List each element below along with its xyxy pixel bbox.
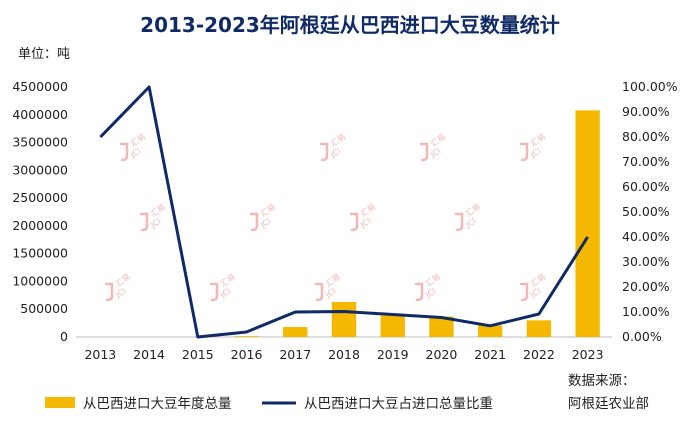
line-series	[99, 85, 589, 339]
svg-text:汇易: 汇易	[529, 272, 547, 289]
source-value: 阿根廷农业部	[568, 396, 649, 412]
unit-label: 单位：吨	[18, 47, 70, 62]
y-right-tick-label: 40.00%	[622, 229, 670, 244]
y-right-tick-label: 70.00%	[622, 154, 670, 169]
y-right-tick-label: 80.00%	[622, 129, 670, 144]
svg-text:JCI: JCI	[113, 286, 127, 300]
y-left-tick-label: 1500000	[12, 246, 68, 261]
y-left-tick-label: 3000000	[12, 162, 68, 177]
y-left-tick-label: 4000000	[12, 107, 68, 122]
y-right-tick-label: 90.00%	[622, 104, 670, 119]
x-tick-label: 2017	[279, 347, 311, 362]
y-right-tick-label: 60.00%	[622, 179, 670, 194]
legend-bar-swatch	[45, 397, 75, 408]
bar-series	[234, 110, 600, 337]
svg-text:汇易: 汇易	[464, 202, 482, 219]
y-left-tick-label: 0	[60, 329, 68, 344]
y-right-axis: 0.00% 10.00% 20.00% 30.00% 40.00% 50.00% 60.00…	[622, 79, 678, 344]
y-left-tick-label: 2000000	[12, 218, 68, 233]
svg-text:JCI: JCI	[128, 146, 142, 160]
x-tick-label: 2020	[426, 347, 458, 362]
x-tick-label: 2022	[523, 347, 555, 362]
x-axis: 2013 2014 2015 2016 2017 2018 2019 2020 2021 2022…	[84, 347, 603, 362]
y-right-tick-label: 0.00%	[622, 329, 662, 344]
legend-bar-label: 从巴西进口大豆年度总量	[83, 396, 232, 412]
chart-title: 2013-2023年阿根廷从巴西进口大豆数量统计	[140, 13, 560, 37]
svg-text:汇易: 汇易	[324, 272, 342, 289]
x-tick-label: 2018	[328, 347, 360, 362]
svg-text:JCI: JCI	[528, 146, 542, 160]
y-left-tick-label: 1000000	[12, 273, 68, 288]
y-right-tick-label: 20.00%	[622, 279, 670, 294]
y-left-tick-label: 2500000	[12, 190, 68, 205]
x-tick-label: 2016	[231, 347, 263, 362]
y-left-axis: 0 500000 1000000 1500000 2000000 2500000 30000…	[12, 79, 68, 344]
bar	[478, 325, 503, 337]
bar	[283, 327, 308, 337]
svg-text:JCI: JCI	[328, 146, 342, 160]
x-tick-label: 2013	[84, 347, 116, 362]
svg-text:汇易: 汇易	[359, 202, 377, 219]
svg-text:汇易: 汇易	[329, 132, 347, 149]
svg-text:汇易: 汇易	[259, 202, 277, 219]
svg-text:JCI: JCI	[528, 286, 542, 300]
legend-line-label: 从巴西进口大豆占进口总量比重	[304, 396, 493, 412]
svg-text:JCI: JCI	[218, 286, 232, 300]
y-left-tick-label: 3500000	[12, 135, 68, 150]
bar	[234, 336, 259, 337]
bar	[331, 302, 357, 337]
svg-text:汇易: 汇易	[529, 132, 547, 149]
svg-text:JCI: JCI	[148, 216, 162, 230]
x-tick-label: 2023	[572, 347, 604, 362]
series-line	[99, 85, 589, 339]
svg-text:汇易: 汇易	[219, 272, 237, 289]
svg-text:JCI: JCI	[463, 216, 477, 230]
svg-text:汇易: 汇易	[429, 132, 447, 149]
svg-text:汇易: 汇易	[424, 272, 442, 289]
svg-text:汇易: 汇易	[129, 132, 147, 149]
y-left-tick-label: 500000	[20, 301, 68, 316]
x-tick-label: 2015	[182, 347, 214, 362]
svg-text:JCI: JCI	[323, 286, 337, 300]
y-right-tick-label: 30.00%	[622, 254, 670, 269]
x-tick-label: 2019	[377, 347, 409, 362]
source-label: 数据来源：	[568, 373, 636, 389]
x-tick-label: 2021	[474, 347, 506, 362]
bar	[575, 110, 600, 337]
y-right-tick-label: 100.00%	[622, 79, 678, 94]
svg-text:JCI: JCI	[428, 146, 442, 160]
bar	[429, 316, 454, 337]
svg-text:JCI: JCI	[423, 286, 437, 300]
watermark-layer: 汇易JCI汇易JCI汇易JCI汇易JCI汇易JCI汇易JCI汇易JCI汇易JCI…	[104, 132, 547, 302]
x-tick-label: 2014	[133, 347, 165, 362]
svg-text:JCI: JCI	[358, 216, 372, 230]
bar	[526, 320, 552, 337]
legend: 从巴西进口大豆年度总量 从巴西进口大豆占进口总量比重	[45, 396, 493, 412]
svg-text:汇易: 汇易	[114, 272, 132, 289]
y-right-tick-label: 50.00%	[622, 204, 670, 219]
y-right-tick-label: 10.00%	[622, 304, 670, 319]
bar	[380, 315, 405, 337]
y-left-tick-label: 4500000	[12, 79, 68, 94]
svg-text:JCI: JCI	[258, 216, 272, 230]
svg-text:汇易: 汇易	[149, 202, 167, 219]
